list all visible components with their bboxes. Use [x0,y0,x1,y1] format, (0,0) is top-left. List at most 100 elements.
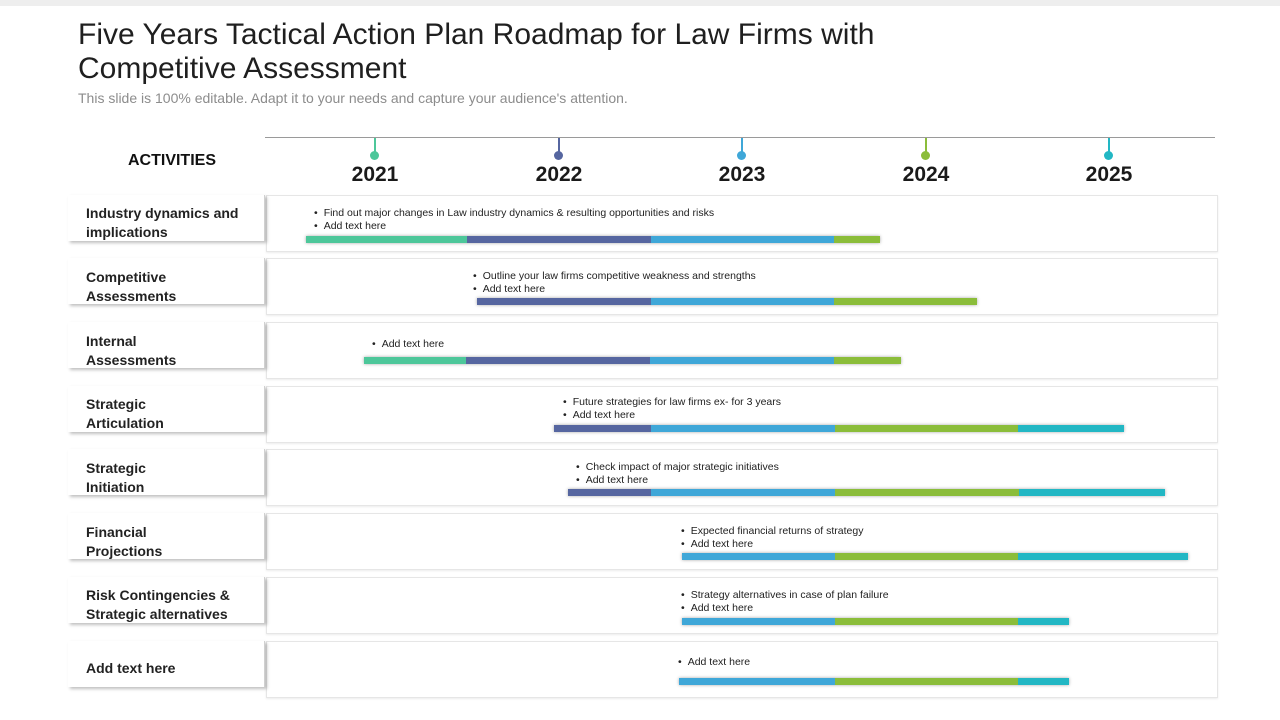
bar-segment-2023 [651,236,834,243]
row-bullets: Future strategies for law firms ex- for … [563,396,781,422]
activity-label: Competitive Assessments [86,268,261,306]
activity-label-line: Industry dynamics and [86,205,239,221]
bar-segment-2025 [1018,678,1069,685]
activity-label: Add text here [86,659,261,678]
bar-segment-2023 [651,489,835,496]
timeline-bar [554,425,1124,432]
bar-segment-2022 [554,425,651,432]
bullet-item: Strategy alternatives in case of plan fa… [681,589,889,602]
activity-label-line: Financial [86,524,147,540]
row-bullets: Expected financial returns of strategy A… [681,525,864,551]
bar-segment-2024 [835,489,1019,496]
bullet-item: Expected financial returns of strategy [681,525,864,538]
bar-segment-2023 [651,425,835,432]
bar-segment-2023 [650,357,834,364]
activity-label-line: Strategic alternatives [86,606,228,622]
activity-label: Strategic Initiation [86,459,261,497]
row-bullets: Add text here [678,656,750,669]
bullet-item: Add text here [563,409,781,422]
timeline-bar [568,489,1165,496]
marker-stem [374,138,376,153]
marker-stem [1108,138,1110,153]
marker-stem [558,138,560,153]
marker-dot [370,151,379,160]
activity-card: Risk Contingencies & Strategic alternati… [68,577,265,623]
bullet-item: Future strategies for law firms ex- for … [563,396,781,409]
activity-label: Internal Assessments [86,332,261,370]
bullet-item: Add text here [576,474,779,487]
marker-dot [554,151,563,160]
bar-segment-2022 [466,357,650,364]
bar-segment-2023 [682,618,835,625]
timeline-bar [477,298,977,305]
row-bullets: Find out major changes in Law industry d… [314,207,714,233]
activity-label-line: Projections [86,543,163,559]
bar-segment-2023 [651,298,834,305]
bar-segment-2024 [835,618,1018,625]
marker-dot [1104,151,1113,160]
year-label-2022: 2022 [535,163,583,186]
activity-label-line: Initiation [86,479,145,495]
bullet-item: Add text here [372,338,444,351]
bar-segment-2024 [835,553,1018,560]
bullet-item: Add text here [681,602,889,615]
timeline-axis [265,137,1215,138]
bar-segment-2025 [1018,618,1069,625]
activity-label: Industry dynamics and implications [86,204,261,242]
marker-stem [741,138,743,153]
year-label-2023: 2023 [718,163,766,186]
activity-label-line: Assessments [86,288,177,304]
row-bullets: Add text here [372,338,444,351]
activity-card: Add text here [68,641,265,687]
timeline-bar [364,357,901,364]
activity-card: Strategic Articulation [68,386,265,432]
bar-segment-2021 [306,236,467,243]
top-strip [0,0,1280,6]
timeline-bar [682,553,1188,560]
bar-segment-2024 [835,678,1018,685]
bar-segment-2025 [1018,553,1188,560]
bar-segment-2024 [834,357,901,364]
activity-label: Strategic Articulation [86,395,261,433]
row-bullets: Outline your law firms competitive weakn… [473,270,756,296]
activity-label-line: Risk Contingencies & [86,587,230,603]
year-label-2025: 2025 [1085,163,1133,186]
activity-label-line: Strategic [86,460,146,476]
activity-label-line: Assessments [86,352,177,368]
bullet-item: Add text here [678,656,750,669]
activity-label-line: Articulation [86,415,164,431]
row-bullets: Strategy alternatives in case of plan fa… [681,589,889,615]
bar-segment-2023 [679,678,835,685]
activity-card: Industry dynamics and implications [68,195,265,241]
marker-dot [737,151,746,160]
bar-segment-2025 [1018,425,1124,432]
activity-card: Financial Projections [68,513,265,559]
activity-label: Financial Projections [86,523,261,561]
row-panel [266,641,1218,698]
year-label-2024: 2024 [902,163,950,186]
year-label-2021: 2021 [351,163,399,186]
activity-label-line: Add text here [86,660,176,676]
slide-title: Five Years Tactical Action Plan Roadmap … [78,18,875,85]
activity-label-line: implications [86,224,168,240]
bar-segment-2024 [834,298,977,305]
marker-dot [921,151,930,160]
bullet-item: Outline your law firms competitive weakn… [473,270,756,283]
bullet-item: Check impact of major strategic initiati… [576,461,779,474]
activity-label-line: Strategic [86,396,146,412]
timeline-bar [682,618,1069,625]
activity-card: Strategic Initiation [68,449,265,495]
activity-label-line: Competitive [86,269,167,285]
row-bullets: Check impact of major strategic initiati… [576,461,779,487]
marker-stem [925,138,927,153]
bullet-item: Add text here [473,283,756,296]
bullet-item: Add text here [314,220,714,233]
activity-card: Competitive Assessments [68,258,265,304]
bar-segment-2024 [834,236,880,243]
bar-segment-2025 [1019,489,1165,496]
bar-segment-2022 [467,236,651,243]
bar-segment-2024 [835,425,1018,432]
timeline-bar [679,678,1069,685]
bullet-item: Find out major changes in Law industry d… [314,207,714,220]
activity-label: Risk Contingencies & Strategic alternati… [86,586,261,624]
